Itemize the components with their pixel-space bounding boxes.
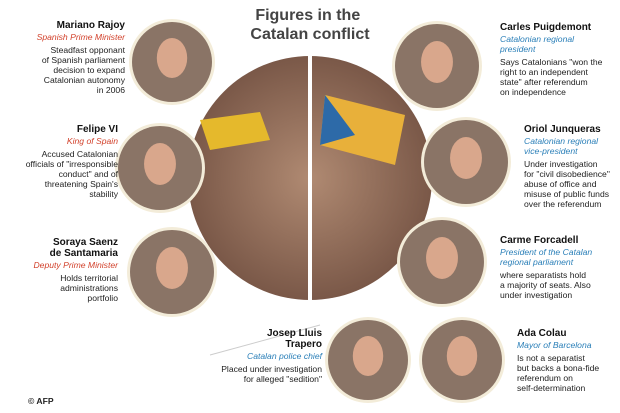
person-desc: of Spanish parliament <box>42 55 126 65</box>
person-name: Carles Puigdemont <box>500 22 592 33</box>
person-role: Catalan police chief <box>247 351 324 361</box>
person-desc: misuse of public funds <box>524 189 609 199</box>
person-desc: referendum on <box>517 373 573 383</box>
person-role: Catalonian regional <box>524 136 599 146</box>
person-desc: Steadfast opponant <box>50 45 125 55</box>
person-text: Carme Forcadell President of the Catalan r… <box>499 235 592 300</box>
person-text: Ada Colau Mayor of Barcelona Is not a sepa… <box>517 328 599 393</box>
person-role: King of Spain <box>67 136 118 146</box>
person-desc: threatening Spain's <box>45 179 118 189</box>
portrait-face <box>421 41 453 83</box>
title-bg <box>248 0 372 48</box>
person-desc: administrations <box>60 283 118 293</box>
person-desc: Catalonian autonomy <box>44 75 126 85</box>
portrait-face <box>156 247 188 289</box>
person-desc: conduct" and of <box>59 169 119 179</box>
person-desc: over the referendum <box>524 199 601 209</box>
catalan-flag <box>320 95 405 165</box>
person-desc: on independence <box>500 87 566 97</box>
person-desc: Placed under investigation <box>221 364 322 374</box>
person-desc: self-determination <box>517 383 586 393</box>
portrait-face <box>156 38 188 78</box>
person-desc: a majority of seats. Also <box>500 280 591 290</box>
person-name: Mariano Rajoy <box>57 20 126 31</box>
spanish-flag <box>200 112 270 150</box>
person-desc: stability <box>89 189 118 199</box>
people: Mariano Rajoy Spanish Prime Minister Stead… <box>26 19 610 403</box>
person-desc: officials of "irresponsible <box>26 159 118 169</box>
person-text: Soraya Saenz de Santamaria Deputy Prime Mi… <box>33 237 119 303</box>
person-desc: decision to expand <box>53 65 125 75</box>
credit: © AFP <box>28 396 54 406</box>
person-text: Josep Lluis Trapero Catalan police chief Pl… <box>221 328 323 384</box>
person-role: Catalonian regional <box>500 34 575 44</box>
person-name: Carme Forcadell <box>500 235 579 246</box>
person-desc: Under investigation <box>524 159 598 169</box>
person-text: Mariano Rajoy Spanish Prime Minister Stead… <box>37 20 126 95</box>
person-role: Spanish Prime Minister <box>37 32 126 42</box>
title-line: Catalan conflict <box>250 26 370 43</box>
portrait-face <box>446 336 478 376</box>
portrait-face <box>450 137 482 179</box>
person-desc: where separatists hold <box>499 270 586 280</box>
person-name: Soraya Saenz <box>53 237 118 248</box>
portrait-face <box>352 336 384 376</box>
person-desc: portfolio <box>87 293 118 303</box>
person-text: Oriol Junqueras Catalonian regional vice-p… <box>524 124 610 209</box>
separator <box>209 324 321 356</box>
person-role: President of the Catalan <box>500 247 592 257</box>
person-name: Ada Colau <box>517 328 566 339</box>
person-role: Deputy Prime Minister <box>33 260 119 270</box>
person-role: Mayor of Barcelona <box>517 340 592 350</box>
person-desc: state" after referendum <box>500 77 588 87</box>
person-name: de Santamaria <box>50 248 119 259</box>
person-role: vice-president <box>524 146 578 156</box>
person-name: Josep Lluis <box>267 328 322 339</box>
person-desc: but backs a bona-fide <box>517 363 599 373</box>
person-desc: Says Catalonians "won the <box>500 57 603 67</box>
person-text: Carles Puigdemont Catalonian regional pres… <box>499 22 603 97</box>
portrait-face <box>426 237 458 279</box>
person-desc: in 2006 <box>97 85 125 95</box>
person-desc: right to an independent <box>500 67 589 77</box>
person-desc: for "civil disobedience" <box>524 169 610 179</box>
title: Figures in the Catalan conflict <box>250 7 370 43</box>
person-desc: under investigation <box>500 290 572 300</box>
person-name: Felipe VI <box>77 124 118 135</box>
title-line: Figures in the <box>255 7 360 24</box>
person-desc: Holds territorial <box>60 273 118 283</box>
person-name: Trapero <box>285 339 322 350</box>
person-desc: for alleged "sedition" <box>244 374 322 384</box>
person-text: Felipe VI King of Spain Accused Catalonian… <box>26 124 119 199</box>
portrait-face <box>144 143 176 185</box>
flag-triangle <box>320 95 355 145</box>
person-desc: Is not a separatist <box>517 353 585 363</box>
person-role: president <box>499 44 536 54</box>
person-desc: Accused Catalonian <box>42 149 119 159</box>
credit-text: AFP <box>36 396 53 406</box>
person-desc: abuse of office and <box>524 179 597 189</box>
person-role: regional parliament <box>500 257 574 267</box>
person-name: Oriol Junqueras <box>524 124 601 135</box>
